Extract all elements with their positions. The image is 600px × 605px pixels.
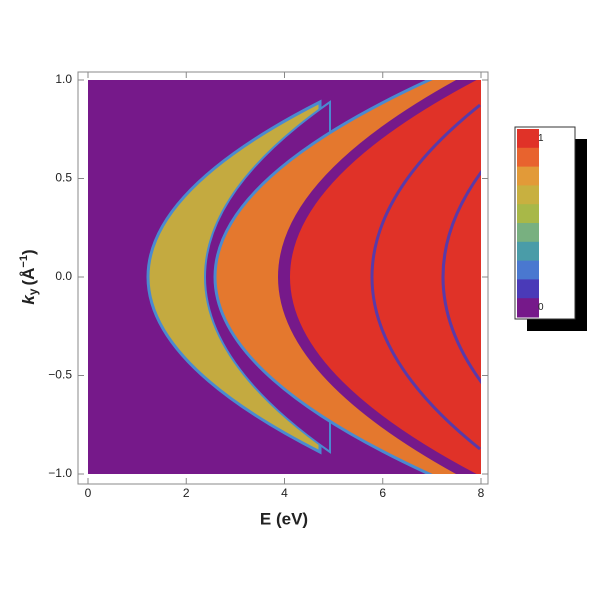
band-edge: [370, 103, 481, 451]
band-edge: [441, 169, 481, 385]
x-tick-label: 4: [281, 486, 288, 500]
x-tick-label: 8: [478, 486, 485, 500]
y-label-sub: y: [26, 288, 40, 295]
colorbar-cell: [517, 185, 539, 205]
colorbar-cell: [517, 129, 539, 149]
y-label-open: (Å: [19, 268, 38, 286]
band: [290, 80, 481, 474]
colorbar-cell: [517, 241, 539, 262]
x-tick-label: 2: [183, 486, 190, 500]
colorbar-tick-label: 1: [538, 133, 544, 144]
colorbar-tick-label: 0: [538, 302, 544, 313]
y-tick-label: −1.0: [48, 466, 72, 480]
y-label-sup: −1: [18, 255, 30, 268]
x-axis-label: E (eV): [260, 509, 308, 528]
y-axis-label: ky (Å−1): [18, 249, 40, 304]
colorbar-cell: [517, 147, 539, 168]
colorbar-cell: [517, 260, 539, 280]
y-tick-label: −0.5: [48, 368, 72, 382]
colorbar-cell: [517, 223, 539, 243]
colorbar-cell: [517, 204, 539, 224]
y-tick-label: 0.0: [55, 269, 72, 283]
y-label-base: k: [19, 294, 38, 305]
y-tick-label: 1.0: [55, 72, 72, 86]
y-label-close: ): [19, 249, 38, 255]
x-tick-label: 6: [379, 486, 386, 500]
y-tick-label: 0.5: [55, 171, 72, 185]
plot-frame: [77, 71, 489, 485]
colorbar-cell: [517, 166, 539, 186]
x-tick-label: 0: [85, 486, 92, 500]
colorbar-cell: [517, 298, 539, 318]
density-plot: [88, 80, 481, 474]
colorbar-cell: [517, 279, 539, 299]
